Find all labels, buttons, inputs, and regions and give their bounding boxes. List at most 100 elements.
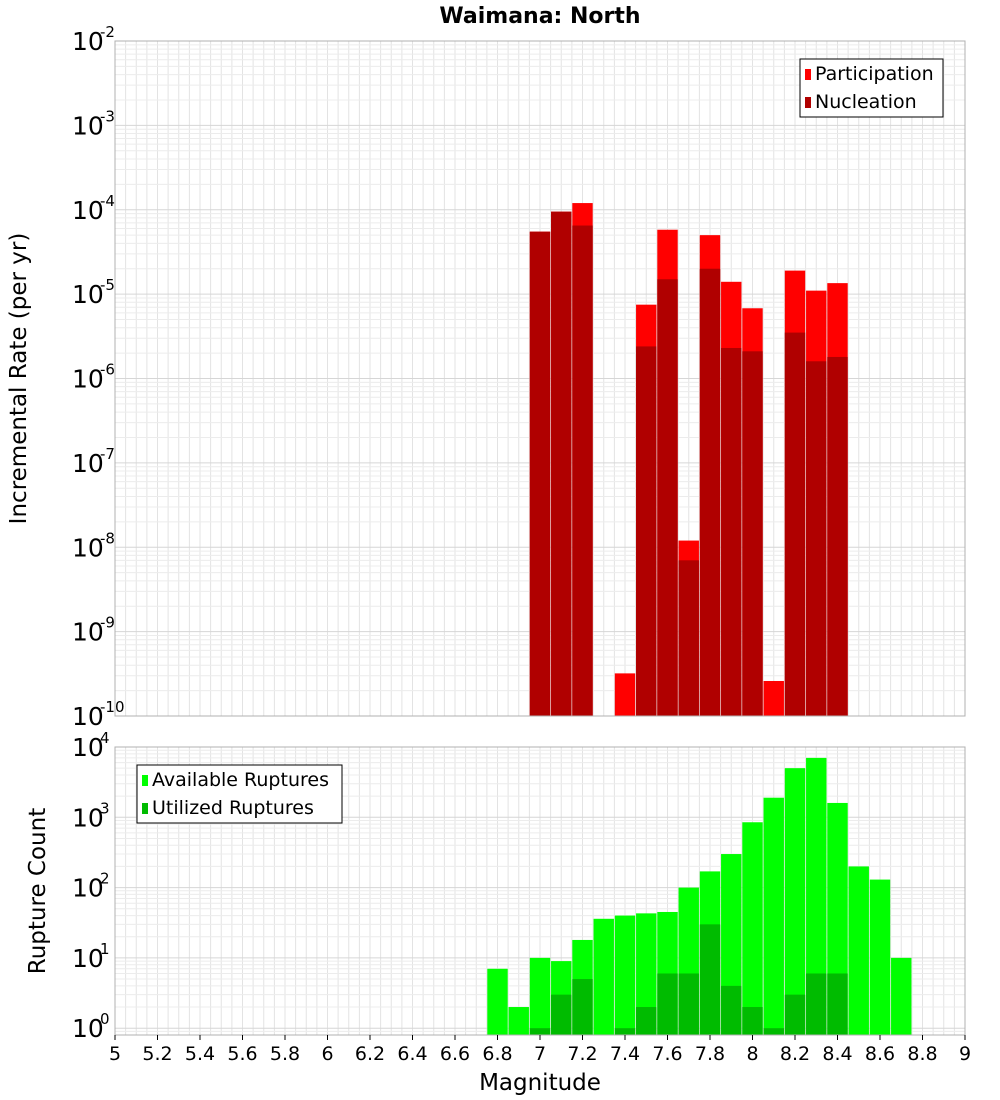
x-tick-label: 9 <box>959 1043 971 1065</box>
y-tick-label: 10 <box>72 196 104 225</box>
y-tick-exponent: -10 <box>100 698 125 716</box>
x-axis-title: Magnitude <box>479 1070 601 1096</box>
participation-bar <box>763 680 784 716</box>
legend-swatch <box>142 775 148 786</box>
nucleation-bar <box>742 351 763 716</box>
plot-frame <box>114 40 966 717</box>
available-ruptures-bar <box>869 879 891 1035</box>
x-tick-label: 7.2 <box>567 1043 597 1065</box>
y-axis-title: Rupture Count <box>25 808 51 974</box>
x-tick-label: 7.8 <box>695 1043 725 1065</box>
utilized-ruptures-bar <box>699 924 721 1035</box>
legend-box <box>136 764 343 824</box>
chart-title: Waimana: North <box>439 4 640 29</box>
y-tick-label: 10 <box>72 618 104 647</box>
y-axis-title: Incremental Rate (per yr) <box>6 233 32 525</box>
x-tick-label: 8 <box>746 1043 758 1065</box>
nucleation-bar <box>806 361 827 716</box>
available-ruptures-bar <box>891 957 912 1035</box>
available-ruptures-bar <box>508 1007 529 1035</box>
y-tick-exponent: 3 <box>100 799 110 817</box>
y-tick-label: 10 <box>72 533 104 562</box>
utilized-ruptures-bar <box>636 1007 657 1035</box>
legend-swatch <box>805 97 811 108</box>
available-ruptures-bar <box>763 797 784 1035</box>
nucleation-bar <box>636 346 657 716</box>
utilized-ruptures-bar <box>529 1028 551 1035</box>
nucleation-bar <box>721 347 742 716</box>
legend-label: Participation <box>815 63 934 85</box>
legend-label: Utilized Ruptures <box>152 797 314 819</box>
x-tick-label: 5.8 <box>270 1043 300 1065</box>
y-tick-exponent: -2 <box>100 23 115 41</box>
y-tick-label: 10 <box>72 365 104 394</box>
rate-panel: 10-210-310-410-510-610-710-810-910-10Inc… <box>6 4 966 731</box>
y-tick-label: 10 <box>72 280 104 309</box>
utilized-ruptures-bar <box>678 973 699 1035</box>
x-tick-label: 6.8 <box>482 1043 512 1065</box>
available-ruptures-bar <box>487 968 508 1035</box>
x-tick-label: 6 <box>321 1043 333 1065</box>
legend-swatch <box>805 69 811 80</box>
x-tick-label: 6.2 <box>355 1043 385 1065</box>
y-tick-exponent: -4 <box>100 192 115 210</box>
x-tick-label: 7.6 <box>652 1043 682 1065</box>
available-ruptures-bar <box>593 918 614 1035</box>
y-tick-label: 10 <box>72 702 104 731</box>
legend-label: Available Ruptures <box>152 769 329 791</box>
utilized-ruptures-bar <box>827 973 848 1035</box>
utilized-ruptures-bar <box>657 973 678 1035</box>
x-tick-label: 8.6 <box>865 1043 895 1065</box>
utilized-ruptures-bar <box>784 994 806 1035</box>
nucleation-bar <box>678 560 699 716</box>
available-ruptures-bar <box>848 866 869 1035</box>
utilized-ruptures-bar <box>763 1028 784 1035</box>
nucleation-bar <box>551 211 572 716</box>
y-tick-exponent: -5 <box>100 276 115 294</box>
available-ruptures-bar <box>742 822 763 1035</box>
nucleation-bar <box>827 356 848 716</box>
x-tick-label: 8.4 <box>822 1043 852 1065</box>
y-tick-exponent: -9 <box>100 614 115 632</box>
y-tick-exponent: -3 <box>100 107 115 125</box>
utilized-ruptures-bar <box>806 973 827 1035</box>
utilized-ruptures-bar <box>742 1007 763 1035</box>
legend-box <box>799 58 944 118</box>
available-ruptures-bar <box>529 957 551 1035</box>
y-tick-exponent: 2 <box>100 870 110 888</box>
y-tick-label: 10 <box>72 1014 104 1043</box>
y-tick-label: 10 <box>72 733 104 762</box>
available-ruptures-bar <box>806 757 827 1035</box>
utilized-ruptures-bar <box>614 1028 636 1035</box>
utilized-ruptures-bar <box>572 979 593 1035</box>
nucleation-bar <box>657 279 678 716</box>
utilized-ruptures-bar <box>721 985 742 1035</box>
y-tick-label: 10 <box>72 944 104 973</box>
y-tick-label: 10 <box>72 111 104 140</box>
x-tick-label: 7 <box>534 1043 546 1065</box>
x-tick-label: 5.4 <box>185 1043 215 1065</box>
x-tick-label: 6.4 <box>397 1043 427 1065</box>
x-tick-label: 6.6 <box>440 1043 470 1065</box>
y-tick-label: 10 <box>72 874 104 903</box>
nucleation-bar <box>529 231 551 716</box>
available-ruptures-bar <box>636 913 657 1035</box>
legend-swatch <box>142 803 148 814</box>
y-tick-exponent: -6 <box>100 361 115 379</box>
x-tick-label: 5.2 <box>142 1043 172 1065</box>
nucleation-bar <box>572 225 593 716</box>
x-tick-label: 7.4 <box>610 1043 640 1065</box>
y-tick-label: 10 <box>72 27 104 56</box>
y-tick-exponent: -8 <box>100 529 115 547</box>
available-ruptures-bar <box>784 768 806 1035</box>
x-tick-label: 8.8 <box>907 1043 937 1065</box>
x-tick-label: 5.6 <box>227 1043 257 1065</box>
participation-bar <box>614 673 636 716</box>
legend-label: Nucleation <box>815 91 917 113</box>
available-ruptures-bar <box>614 915 636 1035</box>
y-tick-exponent: 4 <box>100 729 110 747</box>
x-tick-label: 8.2 <box>780 1043 810 1065</box>
